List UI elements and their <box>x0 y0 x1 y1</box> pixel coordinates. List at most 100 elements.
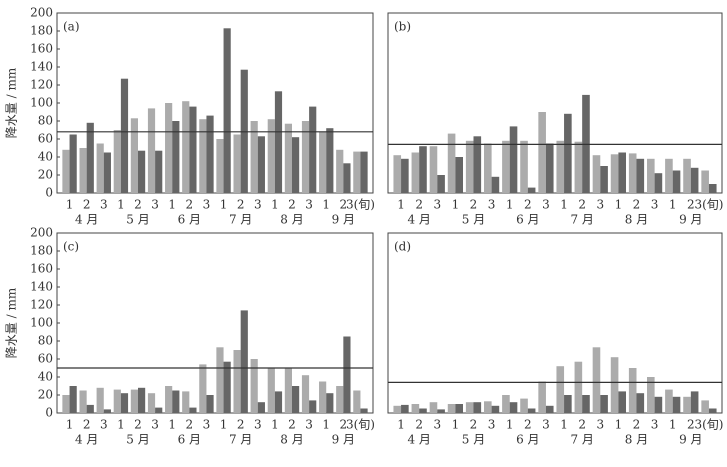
bar <box>665 389 673 413</box>
bar <box>301 375 310 413</box>
bar <box>189 106 197 193</box>
bar <box>343 163 351 193</box>
bar <box>520 398 528 413</box>
y-tick-label: 200 <box>30 226 53 240</box>
bar <box>165 103 173 193</box>
x-tick-label: 1 <box>220 418 228 432</box>
y-axis-label: 降水量 / mm <box>5 287 19 358</box>
x-tick-label: 3(旬) <box>346 198 375 212</box>
x-tick-label: 3 <box>203 198 211 212</box>
x-tick-label: 1 <box>669 418 677 432</box>
bar <box>216 347 224 413</box>
bar <box>647 377 655 413</box>
bar <box>62 149 70 193</box>
bar <box>223 28 231 193</box>
bar <box>610 357 619 413</box>
x-tick-label: 3 <box>100 198 108 212</box>
y-tick-label: 80 <box>38 334 53 348</box>
bar <box>545 143 554 193</box>
x-tick-label: 1 <box>322 418 330 432</box>
bar <box>527 187 536 193</box>
x-tick-label: 3 <box>151 198 159 212</box>
bar <box>618 391 626 413</box>
bar <box>701 170 709 193</box>
x-tick-label: 1 <box>168 418 176 432</box>
bar <box>199 364 207 413</box>
bar <box>683 396 691 413</box>
month-label: 7 月 <box>229 433 252 447</box>
bar <box>556 140 565 193</box>
bar <box>419 408 427 413</box>
panel-label: (d) <box>394 240 411 254</box>
bar <box>250 359 258 413</box>
x-tick-label: 2 <box>633 198 641 212</box>
month-label: 6 月 <box>178 433 201 447</box>
bar <box>319 381 327 413</box>
bar <box>103 152 111 193</box>
x-tick-label: 1 <box>117 198 125 212</box>
x-tick-label: 1 <box>615 418 623 432</box>
bar <box>600 166 608 193</box>
bar <box>618 152 626 193</box>
y-tick-label: 0 <box>45 186 53 200</box>
bar <box>636 393 645 413</box>
x-tick-label: 2 <box>415 418 423 432</box>
x-tick-label: 2 <box>633 418 641 432</box>
month-label: 7 月 <box>229 213 252 227</box>
bar <box>274 91 283 193</box>
bar <box>292 137 300 193</box>
y-tick-label: 120 <box>30 78 53 92</box>
bar <box>274 391 283 413</box>
bar <box>437 175 445 193</box>
x-tick-label: 2 <box>237 418 245 432</box>
bar <box>284 368 292 413</box>
y-tick-label: 160 <box>30 42 53 56</box>
bar <box>654 396 663 413</box>
bar <box>672 170 681 193</box>
x-tick-label: 2 <box>470 198 478 212</box>
bar <box>130 389 138 413</box>
x-tick-label: 2 <box>83 418 91 432</box>
bar <box>628 153 637 193</box>
bar <box>484 401 492 413</box>
y-tick-label: 80 <box>38 114 53 128</box>
bar <box>447 133 456 193</box>
x-tick-label: 3 <box>651 198 659 212</box>
y-tick-label: 160 <box>30 262 53 276</box>
month-label: 7 月 <box>570 213 593 227</box>
x-tick-label: 1 <box>452 198 460 212</box>
bar <box>610 154 619 193</box>
x-tick-label: 3 <box>542 418 550 432</box>
x-tick-label: 1 <box>66 198 74 212</box>
x-tick-label: 3 <box>305 198 313 212</box>
bar <box>683 158 691 193</box>
bar <box>393 155 402 193</box>
y-tick-label: 180 <box>30 244 53 258</box>
bar <box>336 386 344 413</box>
bar <box>343 336 351 413</box>
x-tick-label: 3 <box>254 198 262 212</box>
bar <box>79 390 87 413</box>
x-tick-label: 2 <box>340 418 348 432</box>
x-tick-label: 2 <box>524 418 532 432</box>
bar <box>62 395 70 413</box>
y-tick-label: 120 <box>30 298 53 312</box>
y-tick-label: 180 <box>30 24 53 38</box>
bar <box>206 395 214 413</box>
x-tick-label: 2 <box>578 198 586 212</box>
bar <box>336 149 344 193</box>
bar <box>556 366 565 413</box>
bar <box>138 150 146 193</box>
month-label: 5 月 <box>126 433 149 447</box>
bar <box>319 131 327 193</box>
y-tick-label: 40 <box>38 370 53 384</box>
bar <box>708 408 717 413</box>
bar <box>69 386 77 413</box>
bar <box>564 395 572 413</box>
bar <box>113 389 121 413</box>
y-tick-label: 20 <box>38 168 53 182</box>
bar <box>401 404 409 413</box>
x-tick-label: 2 <box>578 418 586 432</box>
y-tick-label: 140 <box>30 280 53 294</box>
bar <box>147 393 156 413</box>
